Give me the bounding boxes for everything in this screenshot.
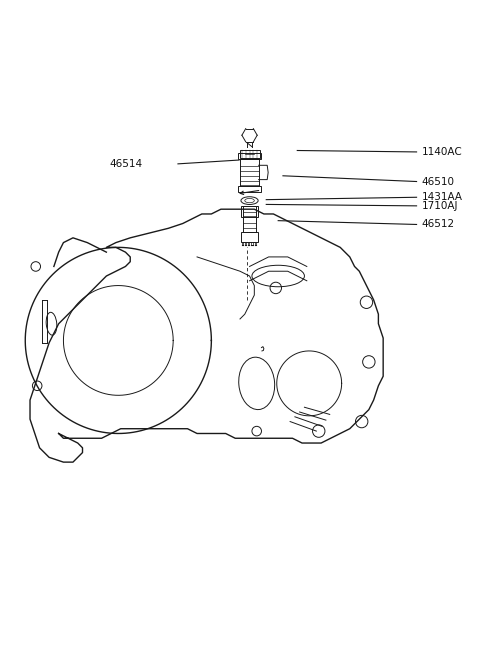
Text: 1140AC: 1140AC (421, 147, 462, 157)
Bar (240, 150, 260, 158)
Bar (243, 206, 256, 232)
Bar (241, 232, 258, 242)
Text: 1431AA: 1431AA (421, 193, 462, 202)
Bar (238, 187, 262, 192)
Text: 46512: 46512 (421, 219, 455, 229)
Bar (238, 153, 262, 158)
Bar (240, 158, 259, 187)
Text: 46514: 46514 (109, 159, 142, 169)
Text: 1710AJ: 1710AJ (421, 201, 458, 211)
Bar (241, 206, 258, 217)
Text: 46510: 46510 (421, 177, 455, 187)
